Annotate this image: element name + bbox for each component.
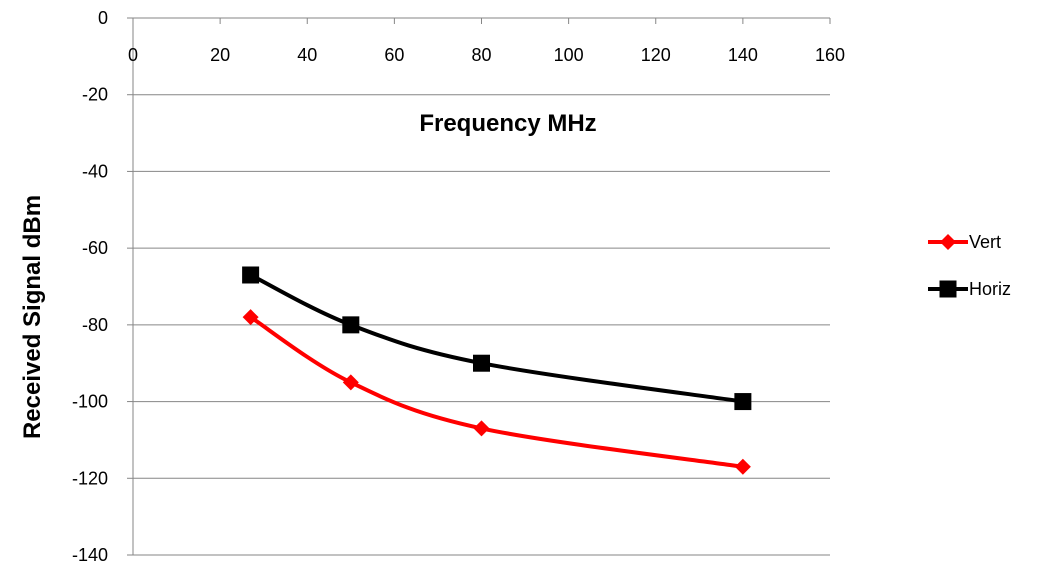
tick-labels: 0 -20 -40 -60 -80 -100 -120 -140 0 20 40 60 80 100 120…: [72, 8, 845, 565]
x-tick-label: 60: [384, 45, 404, 65]
series-lines: [242, 266, 752, 475]
horiz-data-point: [734, 393, 752, 411]
y-tick-label: 0: [98, 8, 108, 28]
x-tick-label: 120: [641, 45, 671, 65]
vert-data-point: [242, 309, 259, 326]
vert-legend-label: Vert: [969, 232, 1001, 252]
vert-data-point: [473, 420, 490, 437]
vert-legend-marker: [940, 234, 956, 250]
y-tick-label: -100: [72, 392, 108, 412]
y-tick-label: -80: [82, 315, 108, 335]
horiz-data-point: [473, 354, 490, 372]
y-axis-title: Received Signal dBm: [19, 195, 46, 439]
x-tick-label: 20: [210, 45, 230, 65]
x-tick-label: 140: [728, 45, 758, 65]
horiz-series-line: [248, 272, 745, 404]
x-tick-label: 40: [297, 45, 317, 65]
vert-data-point: [734, 458, 751, 475]
gridlines: [133, 94, 830, 556]
y-tick-label: -20: [82, 85, 108, 105]
y-tick-label: -60: [82, 238, 108, 258]
y-tick-label: -140: [72, 545, 108, 564]
vert-data-point: [342, 374, 359, 391]
horiz-legend-label: Horiz: [969, 279, 1011, 299]
x-tick-label: 160: [815, 45, 845, 65]
horiz-legend-marker: [939, 280, 957, 298]
y-tick-label: -120: [72, 468, 108, 488]
vert-series-line: [248, 315, 745, 469]
legend: Vert Horiz: [928, 232, 1011, 299]
x-tick-label: 0: [128, 45, 138, 65]
axes: [127, 17, 831, 556]
x-tick-label: 100: [554, 45, 584, 65]
horiz-data-point: [342, 316, 360, 334]
x-tick-label: 80: [471, 45, 491, 65]
x-axis-title: Frequency MHz: [419, 110, 596, 137]
horiz-data-point: [242, 266, 260, 284]
y-tick-label: -40: [82, 161, 108, 181]
